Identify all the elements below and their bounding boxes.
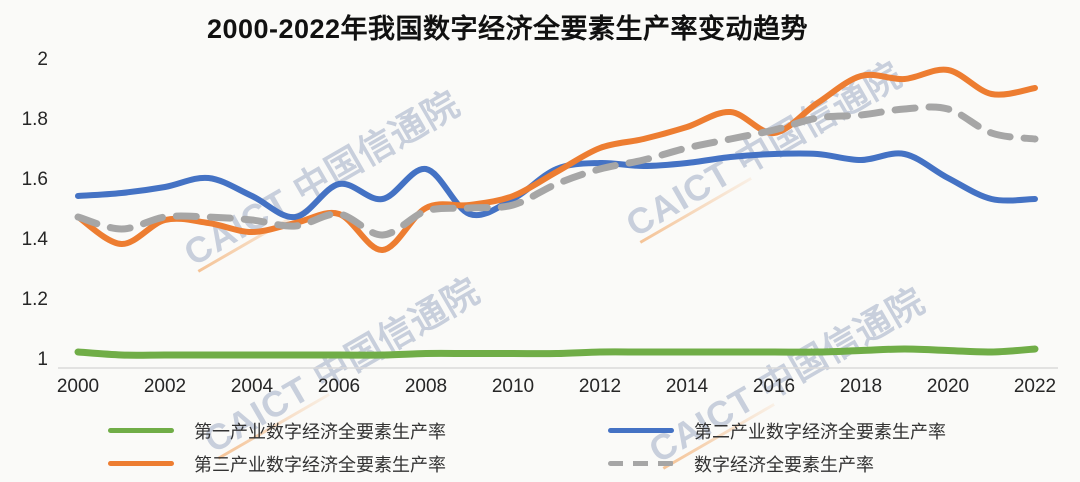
x-tick-label: 2006: [318, 376, 360, 397]
legend-label: 第一产业数字经济全要素生产率: [194, 421, 446, 442]
x-tick-label: 2002: [144, 376, 186, 397]
legend-swatch-1-0: [608, 428, 674, 433]
series-line-3: [74, 103, 1039, 239]
legend-label: 第二产业数字经济全要素生产率: [694, 421, 946, 442]
y-tick-label: 1.4: [22, 229, 49, 250]
legend-item-tertiary-industry: 第三产业数字经济全要素生产率: [108, 447, 446, 480]
x-tick-label: 2010: [492, 376, 534, 397]
series-line-2: [75, 66, 1038, 253]
x-tick-label: 2014: [666, 376, 709, 397]
legend-swatch-1-1: [608, 461, 674, 466]
x-tick-label: 2022: [1014, 376, 1056, 397]
series-line-0: [74, 345, 1039, 359]
y-tick-label: 2: [37, 49, 48, 70]
x-tick-label: 2020: [927, 376, 969, 397]
y-tick-label: 1.2: [22, 289, 48, 310]
legend-item-primary-industry: 第一产业数字经济全要素生产率: [108, 414, 446, 447]
x-tick-label: 2012: [579, 376, 621, 397]
y-tick-label: 1.8: [22, 109, 48, 130]
x-tick-label: 2018: [840, 376, 882, 397]
legend-item-secondary-industry: 第二产业数字经济全要素生产率: [608, 414, 946, 447]
x-tick-label: 2000: [57, 376, 99, 397]
y-tick-label: 1: [37, 349, 48, 370]
x-tick-label: 2008: [405, 376, 447, 397]
legend-label: 数字经济全要素生产率: [694, 454, 874, 475]
y-tick-label: 1.6: [22, 169, 48, 190]
x-tick-label: 2004: [231, 376, 274, 397]
legend-column-right: 第二产业数字经济全要素生产率 数字经济全要素生产率: [608, 414, 946, 480]
legend-swatch-0-0: [108, 428, 174, 433]
x-tick-label: 2016: [753, 376, 795, 397]
legend-item-overall: 数字经济全要素生产率: [608, 447, 946, 480]
chart-title: 2000-2022年我国数字经济全要素生产率变动趋势: [206, 14, 809, 44]
legend-column-left: 第一产业数字经济全要素生产率 第三产业数字经济全要素生产率: [108, 414, 446, 480]
legend-label: 第三产业数字经济全要素生产率: [194, 454, 446, 475]
series-line-1: [75, 150, 1038, 221]
legend-swatch-0-1: [108, 461, 174, 466]
